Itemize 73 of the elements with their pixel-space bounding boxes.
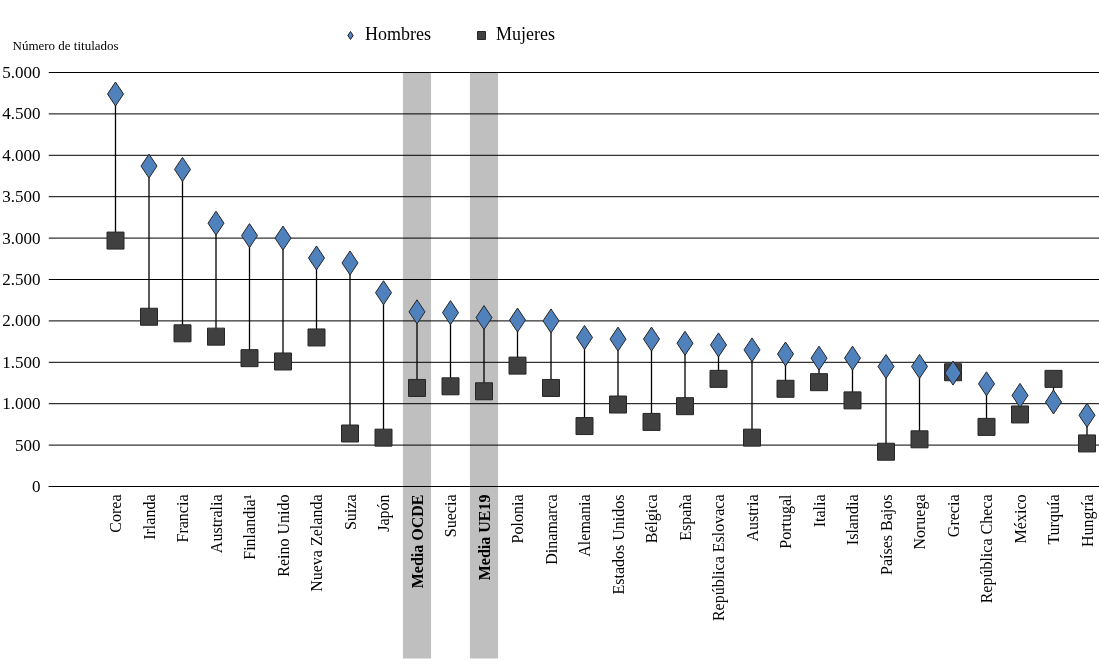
- x-tick-label: Reino Unido: [274, 494, 292, 577]
- point: [274, 352, 292, 371]
- y-tick-label: 3.000: [2, 228, 41, 248]
- y-tick-label: 5.000: [2, 63, 41, 82]
- point: [575, 417, 594, 436]
- x-tick-label: Austria: [743, 494, 761, 542]
- x-tick-label: Suiza: [341, 494, 359, 531]
- point: [341, 424, 359, 443]
- point: [173, 324, 192, 343]
- legend-label: Hombres: [365, 24, 431, 45]
- x-tick-label: México: [1011, 494, 1029, 544]
- point: [676, 397, 694, 416]
- x-tick-label: Irlanda: [140, 494, 158, 540]
- x-tick-label: Países Bajos: [877, 494, 896, 575]
- x-tick-label: Polonia: [509, 494, 526, 544]
- point: [207, 327, 225, 346]
- point: [709, 369, 728, 388]
- y-tick-label: 3.500: [2, 187, 41, 207]
- point: [441, 377, 460, 396]
- x-tick-label: Corea: [107, 494, 124, 533]
- point: [810, 373, 828, 392]
- point: [240, 349, 259, 368]
- point: [910, 430, 929, 449]
- point: [408, 378, 426, 397]
- point: [1044, 369, 1063, 388]
- y-tick-label: 1.000: [2, 394, 41, 414]
- legend-label: Mujeres: [496, 24, 555, 45]
- point: [776, 379, 795, 398]
- x-tick-label: Hungría: [1078, 494, 1097, 547]
- point: [140, 307, 158, 326]
- y-tick-label: 0: [31, 477, 41, 496]
- x-tick-label: Turquía: [1045, 494, 1063, 545]
- y-tick-label: 1.500: [2, 352, 41, 372]
- point: [106, 231, 125, 250]
- point: [542, 378, 560, 397]
- x-tick-label: Japón: [375, 494, 393, 532]
- point: [642, 412, 661, 431]
- x-tick-label: Francia: [174, 494, 191, 543]
- point: [475, 382, 493, 401]
- x-tick-label: Media OCDE: [408, 494, 426, 589]
- x-tick-label: República Eslovaca: [710, 494, 728, 622]
- point: [1011, 405, 1029, 424]
- x-tick-label: Grecia: [944, 494, 962, 538]
- x-tick-label: España: [676, 494, 695, 541]
- x-tick-label: Australia: [207, 494, 225, 554]
- x-tick-label: Islandia: [844, 494, 861, 546]
- y-tick-label: 2.000: [2, 311, 41, 331]
- point: [877, 442, 895, 461]
- x-tick-label: Noruega: [911, 494, 929, 550]
- point: [307, 328, 326, 347]
- point: [843, 391, 862, 410]
- y-axis-title: Número de titulados: [12, 37, 119, 53]
- x-tick-label: Dinamarca: [542, 494, 560, 565]
- x-tick-label: Estados Unidos: [609, 494, 627, 595]
- point: [1078, 434, 1096, 453]
- x-tick-label: Alemania: [576, 494, 593, 557]
- point: [609, 395, 627, 414]
- x-tick-label: Media UE19: [475, 494, 493, 581]
- x-tick-label: Suecia: [442, 494, 459, 538]
- y-tick-label: 4.000: [2, 145, 41, 165]
- x-tick-label: Nueva Zelanda: [308, 494, 325, 592]
- y-tick-label: 2.500: [2, 270, 41, 289]
- x-tick-label: Portugal: [777, 493, 795, 549]
- x-tick-label: Bélgica: [643, 494, 661, 544]
- x-tick-label: Italia: [810, 494, 828, 528]
- point: [374, 428, 393, 447]
- y-tick-label: 500: [14, 435, 41, 455]
- x-tick-label: Finlandia¹: [241, 494, 258, 560]
- y-tick-label: 4.500: [2, 104, 41, 124]
- point: [977, 417, 996, 436]
- point: [743, 428, 761, 447]
- x-tick-label: República Checa: [978, 494, 996, 604]
- point: [508, 356, 527, 375]
